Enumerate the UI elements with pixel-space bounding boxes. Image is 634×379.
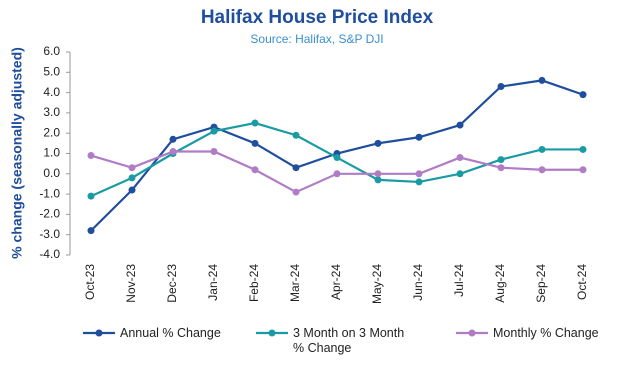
y-axis-title: % change (seasonally adjusted)	[9, 47, 25, 259]
x-tick-label: Oct-24	[575, 264, 589, 300]
x-tick-label: Oct-23	[83, 264, 97, 300]
x-tick-label: Nov-23	[124, 264, 138, 303]
point	[374, 170, 382, 178]
point	[456, 170, 464, 178]
point	[333, 170, 341, 178]
point	[87, 227, 95, 235]
point	[128, 174, 136, 182]
x-tick-label: Dec-23	[165, 264, 179, 303]
point	[579, 166, 587, 174]
x-tick-label: Aug-24	[493, 264, 507, 303]
x-tick-label: Sep-24	[534, 264, 548, 303]
point	[538, 76, 546, 84]
point	[374, 139, 382, 147]
point	[456, 154, 464, 162]
point	[415, 178, 423, 186]
legend-swatch	[456, 329, 488, 337]
point	[538, 166, 546, 174]
point	[251, 166, 259, 174]
point	[292, 188, 300, 196]
x-tick-label: Apr-24	[329, 264, 343, 300]
point	[497, 83, 505, 91]
legend-label: 3 Month on 3 Month % Change	[293, 326, 405, 355]
y-tick-label: -3.0	[39, 227, 60, 241]
y-tick-label: 1.0	[43, 146, 60, 160]
point	[251, 139, 259, 147]
y-tick-label: 0.0	[43, 166, 60, 180]
point	[456, 121, 464, 129]
point	[87, 152, 95, 160]
point	[128, 164, 136, 172]
point	[579, 91, 587, 99]
y-tick-label: -1.0	[39, 186, 60, 200]
x-tick-label: Jul-24	[452, 264, 466, 297]
point	[210, 127, 218, 135]
legend-item: Monthly % Change	[455, 326, 618, 341]
legend-swatch	[256, 329, 288, 337]
point	[579, 145, 587, 153]
point	[128, 186, 136, 194]
y-tick-label: 6.0	[43, 44, 60, 58]
x-tick-label: Mar-24	[288, 264, 302, 302]
point	[333, 154, 341, 162]
x-tick-label: Jan-24	[206, 264, 220, 301]
legend-item: Annual % Change	[82, 326, 245, 341]
x-tick-label: May-24	[370, 264, 384, 304]
point	[497, 164, 505, 172]
point	[415, 170, 423, 178]
y-tick-label: 3.0	[43, 105, 60, 119]
legend-item: 3 Month on 3 Month % Change	[255, 326, 418, 356]
y-tick-label: -2.0	[39, 207, 60, 221]
x-tick-label: Jun-24	[411, 264, 425, 301]
y-tick-label: 4.0	[43, 85, 60, 99]
chart-subtitle: Source: Halifax, S&P DJI	[250, 32, 383, 46]
point	[210, 147, 218, 155]
point	[374, 176, 382, 184]
x-tick-label: Feb-24	[247, 264, 261, 302]
point	[87, 192, 95, 200]
chart-title: Halifax House Price Index	[201, 7, 434, 28]
y-tick-label: 2.0	[43, 125, 60, 139]
y-tick-label: 5.0	[43, 64, 60, 78]
point	[169, 135, 177, 143]
point	[292, 131, 300, 139]
legend-label: Monthly % Change	[493, 326, 599, 340]
point	[292, 164, 300, 172]
legend-label: Annual % Change	[120, 326, 221, 340]
point	[538, 145, 546, 153]
legend-swatch	[83, 329, 115, 337]
point	[251, 119, 259, 127]
point	[415, 133, 423, 141]
point	[169, 147, 177, 155]
y-tick-label: -4.0	[39, 247, 60, 261]
point	[497, 156, 505, 164]
